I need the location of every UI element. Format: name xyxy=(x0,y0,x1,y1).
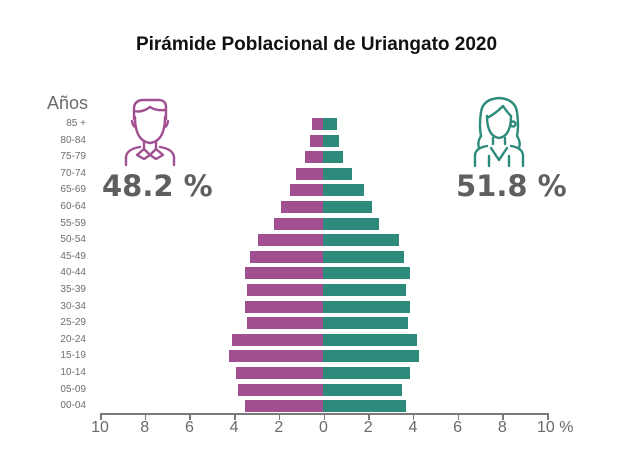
male-bar xyxy=(229,350,324,363)
age-group-label: 50-54 xyxy=(60,234,86,246)
age-group-label: 55-59 xyxy=(60,217,86,229)
x-tick-label: 2 xyxy=(363,419,373,436)
x-tick-label: 8 xyxy=(497,419,507,436)
female-bar xyxy=(323,250,404,263)
female-bar xyxy=(323,383,402,396)
female-bar xyxy=(323,167,353,180)
x-tick-label: 6 xyxy=(453,419,463,436)
x-tick-label: 10 % xyxy=(537,419,574,436)
age-group-label: 80-84 xyxy=(60,134,86,146)
male-bar xyxy=(258,234,324,247)
female-bar xyxy=(323,217,380,230)
age-group-label: 25-29 xyxy=(60,317,86,329)
x-tick-label: 2 xyxy=(274,419,284,436)
female-bar xyxy=(323,333,418,346)
chart-title: Pirámide Poblacional de Uriangato 2020 xyxy=(135,34,498,55)
age-group-label: 10-14 xyxy=(60,367,86,378)
male-bar xyxy=(296,167,324,180)
x-tick-label: 10 xyxy=(91,419,109,436)
x-tick xyxy=(368,413,370,420)
x-tick-label: 6 xyxy=(184,419,194,436)
male-bar xyxy=(245,300,324,313)
y-axis-label: Años xyxy=(47,93,89,113)
female-bar xyxy=(323,134,339,147)
age-group-label: 85 + xyxy=(66,118,86,129)
female-bar xyxy=(323,350,420,363)
male-bar xyxy=(309,134,324,147)
age-group-label: 20-24 xyxy=(60,333,86,345)
x-tick xyxy=(100,413,102,420)
male-bar xyxy=(312,118,324,130)
age-group-label: 15-19 xyxy=(60,350,86,362)
male-bar xyxy=(274,217,324,230)
x-tick-label: 0 xyxy=(319,419,328,436)
male-bar xyxy=(238,383,324,396)
male-bar xyxy=(247,317,324,330)
male-bar xyxy=(280,201,324,213)
male-bar xyxy=(249,250,324,263)
female-bar xyxy=(323,151,344,164)
female-bar xyxy=(323,317,409,330)
female-bar xyxy=(323,400,406,413)
x-tick-label: 4 xyxy=(408,419,418,436)
age-group-label: 60-64 xyxy=(60,201,86,212)
male-bar xyxy=(245,267,324,280)
female-bar xyxy=(323,118,337,130)
male-bar xyxy=(305,151,324,164)
x-tick-label: 8 xyxy=(140,419,150,436)
x-tick xyxy=(323,413,325,420)
x-tick xyxy=(144,413,147,420)
female-bar xyxy=(323,300,411,313)
female-bar xyxy=(323,201,373,213)
female-bar xyxy=(323,284,406,296)
female-bar xyxy=(323,234,400,247)
male-bar xyxy=(247,284,324,296)
male-percent: 48.2 % xyxy=(102,169,213,203)
age-group-label: 05-09 xyxy=(60,383,86,395)
age-group-label: 00-04 xyxy=(60,400,86,412)
age-group-label: 30-34 xyxy=(60,300,86,312)
male-bar xyxy=(236,367,324,379)
age-group-label: 75-79 xyxy=(60,151,86,163)
x-tick xyxy=(457,413,460,420)
female-bar xyxy=(323,367,411,379)
x-tick xyxy=(547,413,549,420)
female-bar xyxy=(323,267,411,280)
age-group-label: 35-39 xyxy=(60,284,86,295)
age-group-label: 45-49 xyxy=(60,250,86,262)
male-person-icon xyxy=(124,98,176,167)
x-tick xyxy=(189,413,191,420)
male-bar xyxy=(289,184,324,197)
age-group-label: 70-74 xyxy=(60,167,86,179)
age-group-label: 65-69 xyxy=(60,184,86,196)
female-percent: 51.8 % xyxy=(456,169,567,203)
x-tick-label: 4 xyxy=(229,419,239,436)
female-bar xyxy=(323,184,364,197)
x-tick xyxy=(234,413,236,420)
x-tick xyxy=(412,413,415,420)
x-tick xyxy=(502,413,504,420)
male-bar xyxy=(231,333,324,346)
x-tick xyxy=(278,413,281,420)
male-bar xyxy=(245,400,324,413)
female-person-icon xyxy=(473,96,525,167)
age-group-label: 40-44 xyxy=(60,267,86,279)
